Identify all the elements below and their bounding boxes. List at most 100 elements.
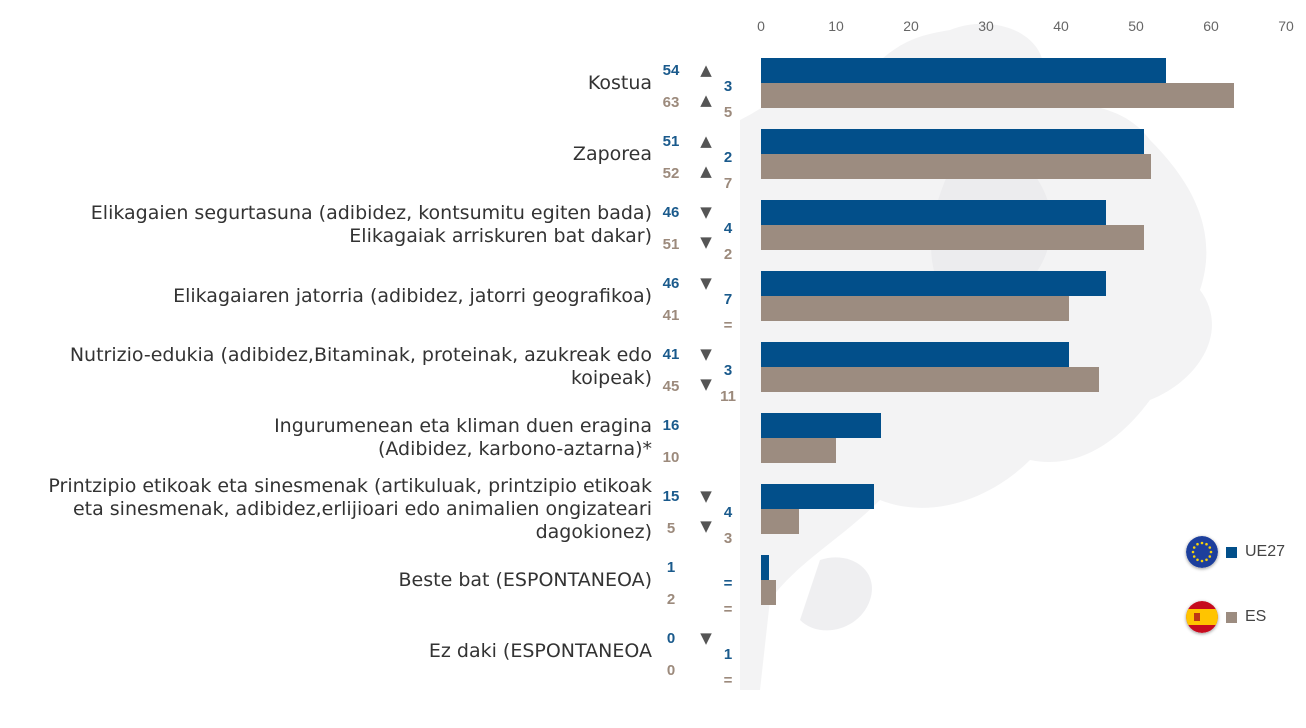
category-label-line: Nutrizio-edukia (adibidez,Bitaminak, pro… bbox=[69, 344, 652, 366]
value-label-es: 2 bbox=[666, 591, 676, 608]
category-label-line: Printzipio etikoak eta sinesmenak (artik… bbox=[48, 474, 652, 497]
legend-swatch-es bbox=[1226, 611, 1237, 623]
trend-arrow-es-icon: ▲ bbox=[700, 162, 712, 180]
category-label: Nutrizio-edukia (adibidez,Bitaminak, pro… bbox=[0, 344, 652, 390]
trend-arrow-es-icon: ▼ bbox=[700, 375, 712, 393]
x-tick-label: 0 bbox=[757, 18, 765, 34]
category-label: Beste bat (ESPONTANEOA) bbox=[0, 569, 652, 592]
change-label-es: 5 bbox=[723, 104, 733, 121]
change-label-es: 7 bbox=[723, 175, 733, 192]
value-label-eu27: 51 bbox=[662, 133, 680, 150]
bar-eu27 bbox=[761, 555, 769, 580]
x-tick-label: 50 bbox=[1128, 18, 1144, 34]
category-label-line: Elikagaiak arriskuren bat dakar) bbox=[349, 225, 652, 247]
category-label: Elikagaien segurtasuna (adibidez, kontsu… bbox=[0, 202, 652, 248]
value-label-es: 41 bbox=[662, 307, 680, 324]
x-tick-label: 40 bbox=[1053, 18, 1069, 34]
category-label-line: Kostua bbox=[587, 71, 652, 94]
value-label-es: 5 bbox=[666, 520, 676, 537]
legend-es: ES bbox=[1186, 601, 1266, 633]
spain-flag-icon bbox=[1186, 601, 1218, 633]
category-label-line: Elikagaiaren jatorria (adibidez, jatorri… bbox=[173, 284, 652, 307]
trend-arrow-eu27-icon: ▼ bbox=[700, 487, 712, 505]
bar-es bbox=[761, 83, 1234, 108]
change-label-eu27: 3 bbox=[723, 362, 733, 379]
bar-eu27 bbox=[761, 129, 1144, 154]
value-label-eu27: 46 bbox=[662, 204, 680, 221]
bar-eu27 bbox=[761, 413, 881, 438]
category-label-line: Ez daki (ESPONTANEOA bbox=[428, 639, 652, 662]
x-tick-label: 30 bbox=[978, 18, 994, 34]
legend-swatch-eu27 bbox=[1226, 546, 1237, 558]
value-label-eu27: 46 bbox=[662, 275, 680, 292]
x-tick-label: 70 bbox=[1278, 18, 1294, 34]
change-label-es: = bbox=[723, 317, 733, 334]
change-label-eu27: = bbox=[723, 575, 733, 592]
value-label-es: 45 bbox=[662, 378, 680, 395]
bar-eu27 bbox=[761, 200, 1106, 225]
bar-es bbox=[761, 367, 1099, 392]
change-label-eu27: 3 bbox=[723, 78, 733, 95]
category-label: Elikagaiaren jatorria (adibidez, jatorri… bbox=[0, 285, 652, 308]
change-label-eu27: 4 bbox=[723, 504, 733, 521]
trend-arrow-eu27-icon: ▼ bbox=[700, 203, 712, 221]
trend-arrow-eu27-icon: ▲ bbox=[700, 132, 712, 150]
value-label-es: 63 bbox=[662, 94, 680, 111]
bar-es bbox=[761, 154, 1151, 179]
bar-es bbox=[761, 509, 799, 534]
trend-arrow-eu27-icon: ▼ bbox=[700, 274, 712, 292]
change-label-es: 2 bbox=[723, 246, 733, 263]
value-label-eu27: 54 bbox=[662, 62, 680, 79]
change-label-eu27: 1 bbox=[723, 646, 733, 663]
value-label-es: 10 bbox=[662, 449, 680, 466]
bar-eu27 bbox=[761, 271, 1106, 296]
change-label-es: 11 bbox=[720, 388, 736, 405]
trend-arrow-eu27-icon: ▼ bbox=[700, 345, 712, 363]
bar-es bbox=[761, 438, 836, 463]
value-label-eu27: 41 bbox=[662, 346, 680, 363]
value-label-es: 0 bbox=[666, 662, 676, 679]
trend-arrow-eu27-icon: ▲ bbox=[700, 61, 712, 79]
bar-eu27 bbox=[761, 484, 874, 509]
value-label-es: 51 bbox=[662, 236, 680, 253]
bar-eu27 bbox=[761, 58, 1166, 83]
legend-label-eu27: UE27 bbox=[1245, 543, 1286, 560]
x-tick-label: 20 bbox=[903, 18, 919, 34]
category-label: Kostua bbox=[0, 72, 652, 95]
legend-eu27: UE27 bbox=[1186, 536, 1285, 568]
x-tick-label: 10 bbox=[828, 18, 844, 34]
category-label: Zaporea bbox=[0, 143, 652, 166]
value-label-eu27: 15 bbox=[662, 488, 680, 505]
bar-es bbox=[761, 296, 1069, 321]
bar-es bbox=[761, 225, 1144, 250]
category-label-line: (Adibidez, karbono-aztarna)* bbox=[377, 438, 652, 460]
change-label-eu27: 7 bbox=[723, 291, 733, 308]
change-label-eu27: 2 bbox=[723, 149, 733, 166]
category-label-line: Beste bat (ESPONTANEOA) bbox=[398, 568, 652, 591]
x-tick-label: 60 bbox=[1203, 18, 1219, 34]
value-label-eu27: 16 bbox=[662, 417, 680, 434]
value-label-eu27: 1 bbox=[666, 559, 676, 576]
category-label-line: eta sinesmenak, adibidez,erlijioari edo … bbox=[72, 497, 652, 520]
trend-arrow-es-icon: ▼ bbox=[700, 233, 712, 251]
bar-es bbox=[761, 580, 776, 605]
trend-arrow-es-icon: ▲ bbox=[700, 91, 712, 109]
category-label: Ez daki (ESPONTANEOA bbox=[0, 640, 652, 663]
value-label-es: 52 bbox=[662, 165, 680, 182]
category-label-line: Ingurumenean eta kliman duen eragina bbox=[274, 415, 652, 437]
category-label: Ingurumenean eta kliman duen eragina (Adi… bbox=[0, 415, 652, 461]
bar-eu27 bbox=[761, 342, 1069, 367]
category-label-line: dagokionez) bbox=[535, 520, 652, 543]
category-label-line: Zaporea bbox=[572, 142, 652, 165]
category-label-line: koipeak) bbox=[570, 367, 652, 389]
change-label-es: = bbox=[723, 601, 733, 618]
legend-label-es: ES bbox=[1245, 608, 1267, 625]
category-label-line: Elikagaien segurtasuna (adibidez, kontsu… bbox=[90, 202, 652, 224]
category-label: Printzipio etikoak eta sinesmenak (artik… bbox=[0, 475, 652, 544]
change-label-eu27: 4 bbox=[723, 220, 733, 237]
trend-arrow-es-icon: ▼ bbox=[700, 517, 712, 535]
trend-arrow-eu27-icon: ▼ bbox=[700, 629, 712, 647]
value-label-eu27: 0 bbox=[666, 630, 676, 647]
eu-flag-icon bbox=[1186, 536, 1218, 568]
